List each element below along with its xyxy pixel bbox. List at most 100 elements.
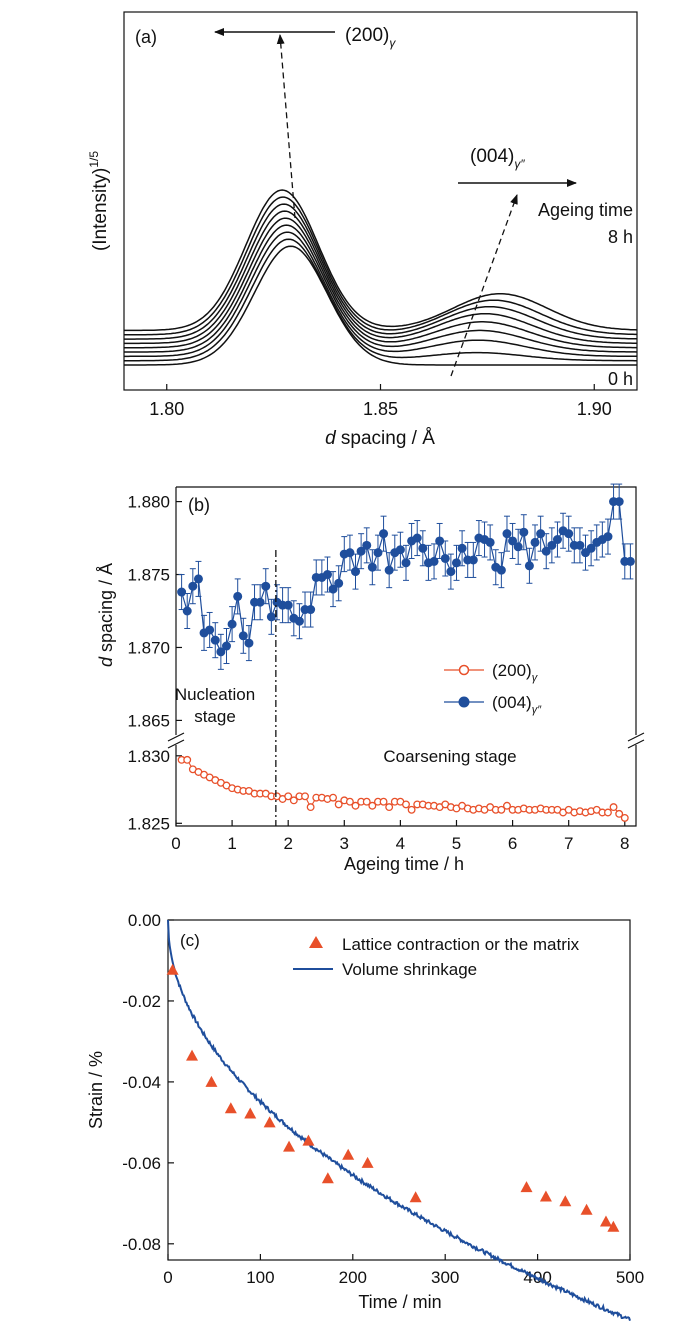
series-004-point xyxy=(306,605,316,615)
series-004-point xyxy=(614,497,624,507)
series-004-point xyxy=(334,578,344,588)
series-004-point xyxy=(412,533,422,543)
series-004-point xyxy=(468,555,478,565)
series-200-point xyxy=(368,801,377,810)
lattice-point xyxy=(342,1148,355,1160)
series-004-point xyxy=(244,638,254,648)
y-tick-label: 1.865 xyxy=(127,711,170,730)
series-004-point xyxy=(502,529,512,539)
series-004-point xyxy=(255,597,265,607)
diffraction-curve xyxy=(124,238,637,362)
series-004-point xyxy=(429,556,439,566)
lattice-point xyxy=(520,1181,533,1193)
series-004-point xyxy=(395,545,405,555)
lattice-point xyxy=(283,1140,296,1152)
lattice-point xyxy=(186,1049,199,1061)
lattice-point xyxy=(244,1107,257,1119)
series-004-point xyxy=(362,540,372,550)
legend-label-004: (004)γ″ xyxy=(492,693,542,716)
legend-marker-004 xyxy=(458,696,470,708)
series-200-point xyxy=(329,793,338,802)
series-004-point xyxy=(283,600,293,610)
lattice-point xyxy=(539,1190,552,1202)
lattice-point xyxy=(361,1156,374,1168)
series-200-point xyxy=(609,803,618,812)
series-200-point xyxy=(503,801,511,810)
series-004-point xyxy=(227,619,237,629)
axis-break-right xyxy=(627,732,645,749)
x-tick-label: 5 xyxy=(452,834,461,853)
series-004-point xyxy=(193,574,203,584)
series-004-point xyxy=(552,535,562,545)
series-004-point xyxy=(261,581,271,591)
series-004-point xyxy=(221,641,231,651)
legend-label-lattice: Lattice contraction or the matrix xyxy=(342,935,580,954)
lattice-point xyxy=(599,1215,612,1227)
series-004-point xyxy=(496,565,506,575)
series-004-point xyxy=(216,647,226,657)
series-004-point xyxy=(384,565,394,575)
ageing-time-label: Ageing time xyxy=(538,200,633,220)
series-200-point xyxy=(334,800,343,809)
peak200-label: (200)γ xyxy=(345,25,396,50)
diffraction-curve xyxy=(124,224,638,353)
panel-c-legend: Lattice contraction or the matrix Volume… xyxy=(293,935,580,979)
panel-b-legend: (200)γ (004)γ″ xyxy=(444,661,542,716)
series-004-point xyxy=(541,546,551,556)
x-tick-label: 8 xyxy=(620,834,629,853)
series-004-point xyxy=(547,540,557,550)
y-tick-label: 1.830 xyxy=(127,747,170,766)
series-004-point xyxy=(446,567,456,577)
series-004-point xyxy=(519,527,529,537)
series-004-point xyxy=(586,543,596,553)
x-tick-label: 500 xyxy=(616,1268,644,1287)
x-tick-label: 1 xyxy=(227,834,236,853)
panel-c-x-label: Time / min xyxy=(358,1292,441,1312)
panel-c: 0 100 200 300 400 5000.00-0.02-0.04-0.06-0.08… xyxy=(86,911,644,1322)
diffraction-curve xyxy=(124,189,638,332)
series-200-point xyxy=(407,805,416,814)
series-200-point xyxy=(183,755,192,764)
x-tick-label: 6 xyxy=(508,834,517,853)
series-004-point xyxy=(603,532,613,542)
diffraction-curve xyxy=(124,203,637,340)
diffraction-curve xyxy=(124,217,637,349)
panel-b-y-label: d spacing / Å xyxy=(96,563,116,667)
series-004-point xyxy=(530,537,540,547)
legend-marker-200 xyxy=(458,664,470,676)
x-tick-label: 0 xyxy=(171,834,180,853)
diffraction-curve xyxy=(124,231,637,358)
lattice-point xyxy=(559,1195,572,1207)
x-tick-label: 7 xyxy=(564,834,573,853)
panel-b-axes: 0 1 2 3 4 5 6 7 8 1.865 1.870 1.875 1.880 1.825 1.830 xyxy=(127,493,629,853)
series-004-point xyxy=(508,536,518,546)
y-tick-label: 1.825 xyxy=(127,814,170,833)
lattice-point xyxy=(224,1102,237,1114)
series-004-point xyxy=(367,562,377,572)
series-004-point xyxy=(351,567,361,577)
x-tick-label: 4 xyxy=(396,834,405,853)
series-004-point xyxy=(485,537,495,547)
peak200-trend-line xyxy=(276,34,296,219)
label-0h: 0 h xyxy=(608,369,633,389)
series-004-point xyxy=(210,635,220,645)
y-tick-label: -0.02 xyxy=(122,992,161,1011)
series-200-point xyxy=(379,797,388,806)
y-tick-label: 0.00 xyxy=(128,911,161,930)
lattice-point xyxy=(263,1116,276,1128)
legend-marker-lattice xyxy=(309,936,323,948)
x-tick-label: 1.85 xyxy=(363,399,398,419)
volume-shrinkage-line xyxy=(167,919,631,1322)
x-tick-label: 1.90 xyxy=(577,399,612,419)
series-200-point xyxy=(351,801,360,810)
series-004-point xyxy=(524,561,534,571)
series-004-point xyxy=(435,536,445,546)
nucleation-label-line2: stage xyxy=(194,707,236,726)
series-004-point xyxy=(177,587,187,597)
panel-a-curves xyxy=(123,189,638,366)
panel-a-label: (a) xyxy=(135,27,157,47)
series-004-point xyxy=(238,631,248,641)
series-004-point xyxy=(536,529,546,539)
series-200-point xyxy=(615,809,624,818)
